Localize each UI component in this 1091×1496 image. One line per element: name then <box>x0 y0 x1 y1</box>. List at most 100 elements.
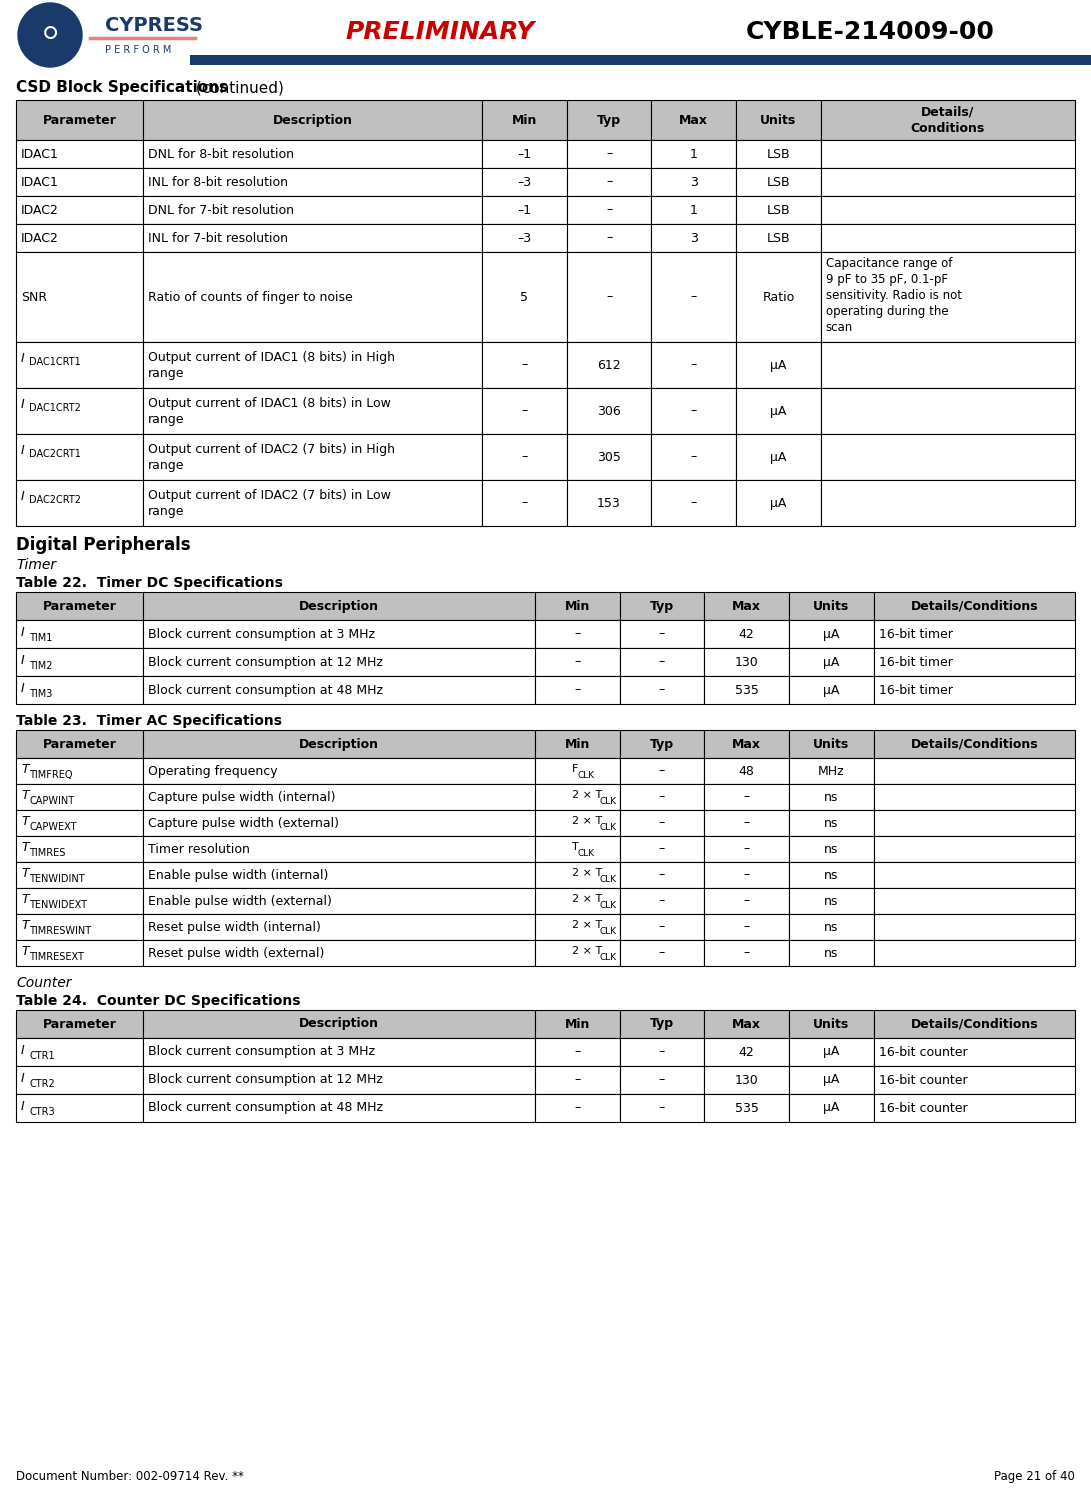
Text: –: – <box>744 920 750 934</box>
Bar <box>190 55 1091 64</box>
Text: –: – <box>574 684 580 697</box>
Bar <box>566 480 651 527</box>
Text: 2 × T: 2 × T <box>573 790 602 800</box>
Text: –: – <box>744 869 750 881</box>
Text: LSB: LSB <box>767 148 790 160</box>
Text: –: – <box>691 404 697 417</box>
Text: –1: –1 <box>517 203 531 217</box>
Text: Ratio of counts of finger to noise: Ratio of counts of finger to noise <box>148 290 352 304</box>
Text: Typ: Typ <box>650 600 674 612</box>
Bar <box>651 141 736 168</box>
Text: Parameter: Parameter <box>43 114 117 127</box>
Bar <box>535 1010 620 1038</box>
Text: μA: μA <box>770 359 787 371</box>
Bar <box>16 836 143 862</box>
Text: I: I <box>21 682 25 694</box>
Bar <box>16 100 143 141</box>
Bar <box>566 141 651 168</box>
Bar <box>566 224 651 251</box>
Bar <box>874 889 1075 914</box>
Bar <box>16 480 143 527</box>
Text: 5: 5 <box>520 290 528 304</box>
Text: –: – <box>606 203 612 217</box>
Text: Page 21 of 40: Page 21 of 40 <box>994 1471 1075 1483</box>
Text: TIM3: TIM3 <box>29 690 52 699</box>
Text: T: T <box>21 893 28 905</box>
Bar <box>16 387 143 434</box>
Bar <box>820 168 1075 196</box>
Text: DAC1CRT1: DAC1CRT1 <box>29 358 81 367</box>
Text: –3: –3 <box>517 175 531 188</box>
Bar <box>535 784 620 809</box>
Text: T: T <box>21 788 28 802</box>
Bar <box>705 1038 789 1067</box>
Bar <box>16 889 143 914</box>
Bar <box>820 141 1075 168</box>
Bar <box>535 648 620 676</box>
Bar <box>651 387 736 434</box>
Text: CLK: CLK <box>578 848 595 857</box>
Text: 2 × T: 2 × T <box>573 920 602 931</box>
Bar <box>651 251 736 343</box>
Bar <box>482 480 566 527</box>
Text: INL for 7-bit resolution: INL for 7-bit resolution <box>148 232 288 244</box>
Bar <box>620 809 705 836</box>
Text: –: – <box>606 232 612 244</box>
Bar <box>705 730 789 758</box>
Text: Capture pulse width (internal): Capture pulse width (internal) <box>148 790 336 803</box>
Text: –: – <box>659 895 666 908</box>
Bar <box>874 648 1075 676</box>
Text: –: – <box>659 869 666 881</box>
Text: Description: Description <box>299 738 379 751</box>
Bar <box>874 836 1075 862</box>
Text: ns: ns <box>824 895 839 908</box>
Bar <box>705 809 789 836</box>
Bar <box>820 196 1075 224</box>
Bar <box>143 1067 535 1094</box>
Text: –: – <box>659 1046 666 1059</box>
Bar <box>16 939 143 966</box>
Text: T: T <box>21 814 28 827</box>
Bar <box>143 862 535 889</box>
Bar <box>16 1067 143 1094</box>
Text: Min: Min <box>564 738 590 751</box>
Text: ns: ns <box>824 790 839 803</box>
Text: ns: ns <box>824 817 839 829</box>
Text: F: F <box>573 764 578 773</box>
Text: Ratio: Ratio <box>763 290 794 304</box>
Bar <box>705 939 789 966</box>
Text: –: – <box>574 655 580 669</box>
Text: Units: Units <box>813 600 850 612</box>
Bar <box>143 224 482 251</box>
Bar <box>16 784 143 809</box>
Bar <box>705 648 789 676</box>
Text: DNL for 8-bit resolution: DNL for 8-bit resolution <box>148 148 295 160</box>
Text: Max: Max <box>680 114 708 127</box>
Text: –: – <box>659 947 666 959</box>
Bar <box>16 434 143 480</box>
Bar <box>705 619 789 648</box>
Bar <box>566 168 651 196</box>
Text: Table 22.  Timer DC Specifications: Table 22. Timer DC Specifications <box>16 576 283 589</box>
Bar <box>651 224 736 251</box>
Text: –: – <box>659 655 666 669</box>
Circle shape <box>17 3 82 67</box>
Text: 306: 306 <box>597 404 621 417</box>
Text: Operating frequency: Operating frequency <box>148 764 278 778</box>
Bar <box>820 480 1075 527</box>
Text: CLK: CLK <box>600 953 616 962</box>
Bar <box>651 480 736 527</box>
Text: TIM2: TIM2 <box>29 661 52 672</box>
Text: CLK: CLK <box>600 875 616 884</box>
Bar <box>535 1038 620 1067</box>
Bar <box>143 343 482 387</box>
Text: –: – <box>574 1101 580 1115</box>
Bar <box>143 434 482 480</box>
Text: TIMFREQ: TIMFREQ <box>29 770 72 779</box>
Bar <box>789 676 874 705</box>
Text: Block current consumption at 3 MHz: Block current consumption at 3 MHz <box>148 627 375 640</box>
Text: Min: Min <box>564 1017 590 1031</box>
Bar <box>143 676 535 705</box>
Text: –: – <box>744 817 750 829</box>
Text: –: – <box>574 1046 580 1059</box>
